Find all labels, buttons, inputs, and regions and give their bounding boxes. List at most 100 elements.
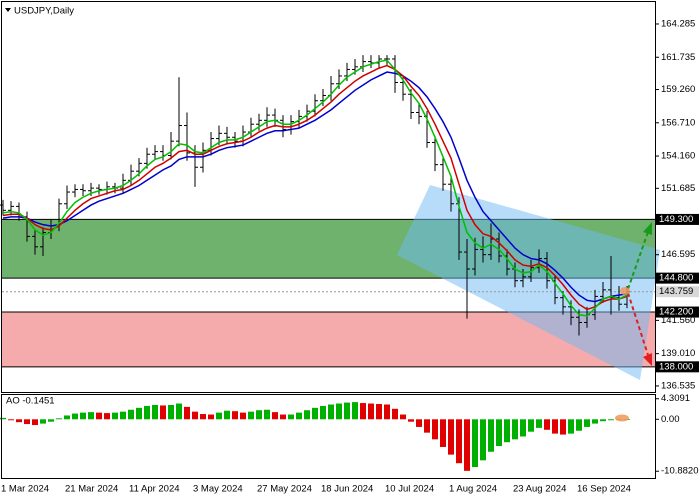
- symbol-menu-icon[interactable]: [5, 8, 11, 12]
- ao-bar: [32, 419, 38, 426]
- ao-bar: [16, 419, 22, 423]
- ao-bar: [8, 419, 14, 421]
- down-arrowhead: [643, 353, 652, 366]
- ao-bar: [560, 419, 566, 435]
- forecast-arrows: [620, 222, 652, 366]
- ao-bar: [320, 405, 326, 420]
- ao-bar: [232, 411, 238, 420]
- x-tick-label: 18 Jun 2024: [321, 484, 373, 495]
- ao-bar: [600, 419, 606, 422]
- ao-bar: [536, 419, 542, 428]
- y-tick-label: 4.3091: [661, 393, 690, 404]
- level-label: 138.000: [659, 361, 693, 372]
- ao-bar: [576, 419, 582, 431]
- ao-bar: [544, 419, 550, 430]
- main-panel-frame: [1, 1, 656, 393]
- ao-bar: [520, 419, 526, 437]
- level-label-box: [656, 272, 699, 284]
- ao-bar: [592, 419, 598, 424]
- level-label: 149.300: [659, 214, 693, 225]
- y-tick-label: 154.160: [661, 151, 695, 162]
- ao-bar: [552, 419, 558, 434]
- level-label: 142.200: [659, 307, 693, 318]
- x-tick-label: 23 Aug 2024: [513, 484, 566, 495]
- moving-average: [2, 59, 628, 317]
- ao-bar: [584, 419, 590, 427]
- ao-bar: [80, 412, 86, 420]
- ao-bar: [184, 406, 190, 420]
- ao-bar: [24, 419, 30, 425]
- ao-panel-frame: [1, 394, 656, 479]
- ao-bar: [160, 405, 166, 420]
- ao-bar: [48, 419, 54, 422]
- ao-bar: [504, 419, 510, 443]
- ao-bar: [408, 419, 414, 422]
- ao-bar: [264, 409, 270, 420]
- ao-bar: [360, 403, 366, 420]
- up-arrow: [627, 231, 649, 290]
- ao-bar: [208, 414, 214, 420]
- y-tick-label: 151.685: [661, 183, 695, 194]
- ao-bar: [144, 405, 150, 420]
- ao-bar: [120, 411, 126, 420]
- x-tick-label: 21 Mar 2024: [65, 484, 118, 495]
- ao-bar: [200, 414, 206, 420]
- x-tick-label: 1 Mar 2024: [1, 484, 49, 495]
- ao-bar: [72, 413, 78, 420]
- last-price-box: [656, 286, 699, 298]
- ao-bar: [456, 419, 462, 464]
- y-tick-label: 136.535: [661, 380, 695, 391]
- y-tick-label: 0.00: [661, 414, 680, 425]
- ao-bar: [472, 419, 478, 468]
- ao-bar: [488, 419, 494, 452]
- ao-bar: [216, 412, 222, 420]
- ao-bar: [272, 412, 278, 420]
- last-price-label: 143.759: [659, 286, 693, 297]
- axes-layer: 164.285 161.735 159.260 156.710 154.160 151.6…: [1, 18, 699, 495]
- ao-marker: [615, 414, 629, 422]
- ao-bar: [568, 419, 574, 434]
- ao-bar: [64, 415, 70, 420]
- x-tick-label: 11 Apr 2024: [129, 484, 180, 495]
- y-tick-label: 141.560: [661, 315, 695, 326]
- ao-bar: [432, 419, 438, 440]
- price-channel: [397, 185, 660, 380]
- y-tick-label: 156.710: [661, 117, 695, 128]
- up-arrowhead: [643, 222, 652, 235]
- ao-bar: [288, 414, 294, 420]
- chart-title: USDJPY,Daily: [14, 6, 74, 17]
- down-arrow: [627, 292, 649, 356]
- level-label-box: [656, 306, 699, 318]
- ao-bar: [192, 411, 198, 420]
- ao-bar: [312, 407, 318, 420]
- ao-bar: [376, 404, 382, 420]
- ao-bar: [448, 419, 454, 455]
- ao-bar: [480, 419, 486, 461]
- ao-bar: [328, 404, 334, 420]
- y-tick-label: 159.260: [661, 84, 695, 95]
- x-tick-label: 1 Aug 2024: [449, 484, 497, 495]
- ao-bar: [392, 408, 398, 420]
- y-tick-label: 161.735: [661, 52, 695, 63]
- ao-bar: [440, 419, 446, 447]
- x-tick-label: 10 Jul 2024: [385, 484, 434, 495]
- ao-bar: [368, 403, 374, 420]
- ao-bar: [104, 413, 110, 420]
- moving-average: [2, 64, 628, 311]
- ao-bar: [352, 402, 358, 420]
- ao-bar: [528, 419, 534, 432]
- ao-bar: [384, 404, 390, 420]
- ao-bar: [496, 419, 502, 447]
- ao-bar: [248, 411, 254, 420]
- level-label: 144.800: [659, 273, 693, 284]
- ao-bar: [304, 410, 310, 420]
- ao-bar: [608, 419, 614, 421]
- ao-bar: [128, 409, 134, 420]
- moving-average: [2, 71, 628, 303]
- ao-bar: [112, 412, 118, 420]
- ao-bar: [464, 419, 470, 471]
- ao-bar: [0, 417, 6, 420]
- x-tick-label: 27 May 2024: [257, 484, 312, 495]
- ao-bar: [296, 412, 302, 420]
